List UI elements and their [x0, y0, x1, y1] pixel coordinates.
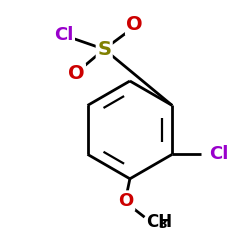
Text: Cl: Cl: [209, 145, 228, 163]
Text: Cl: Cl: [54, 26, 74, 44]
Text: 3: 3: [158, 218, 167, 230]
Text: O: O: [68, 64, 84, 83]
Text: O: O: [126, 15, 143, 34]
Text: O: O: [118, 192, 134, 210]
Text: CH: CH: [146, 212, 172, 230]
Text: S: S: [97, 40, 111, 59]
